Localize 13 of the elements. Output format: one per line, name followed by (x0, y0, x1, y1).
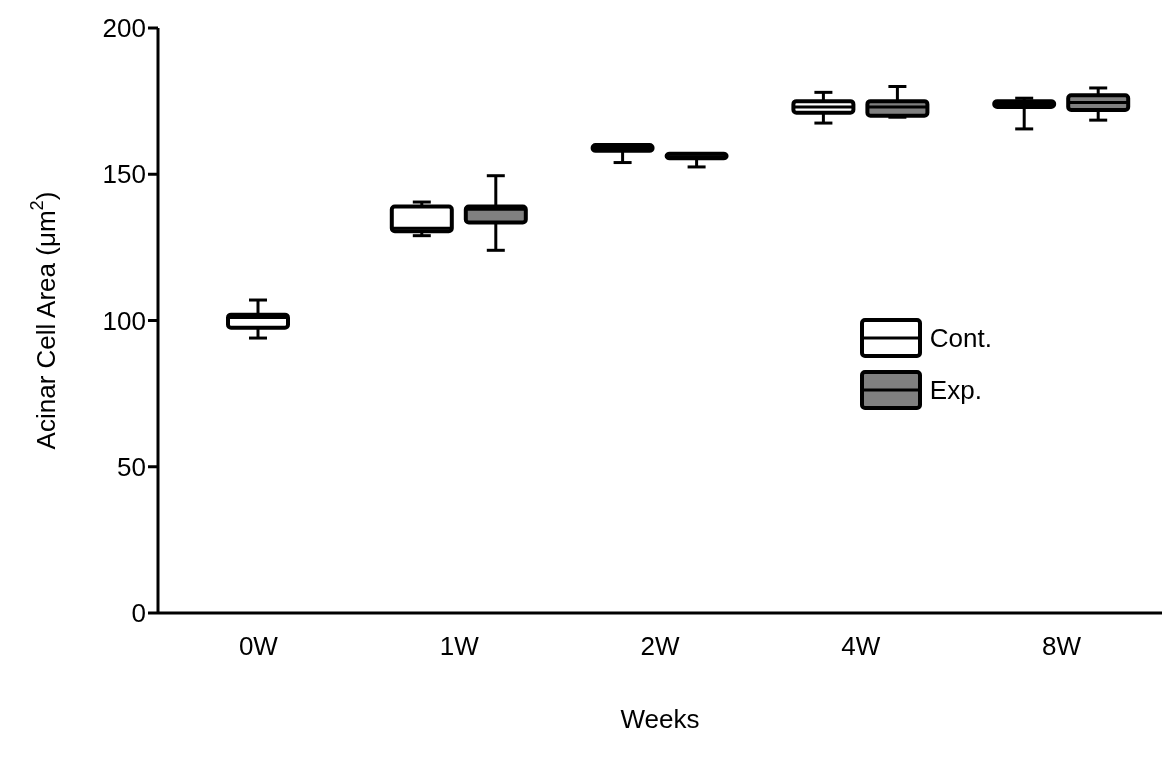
x-tick-label: 0W (238, 631, 279, 662)
y-tick-label: 200 (102, 13, 146, 44)
y-tick-label: 100 (102, 305, 146, 336)
legend-label: Exp. (929, 374, 982, 406)
y-tick-label: 0 (131, 598, 146, 629)
x-tick-label: 4W (841, 631, 881, 662)
x-tick-label: 2W (640, 631, 680, 662)
x-tick-label: 8W (1042, 631, 1082, 662)
x-axis-title: Weeks (620, 704, 700, 734)
y-tick-label: 150 (102, 159, 146, 190)
legend-label: Cont. (929, 322, 992, 354)
x-tick-label: 1W (439, 631, 480, 662)
y-tick-label: 50 (117, 451, 146, 482)
